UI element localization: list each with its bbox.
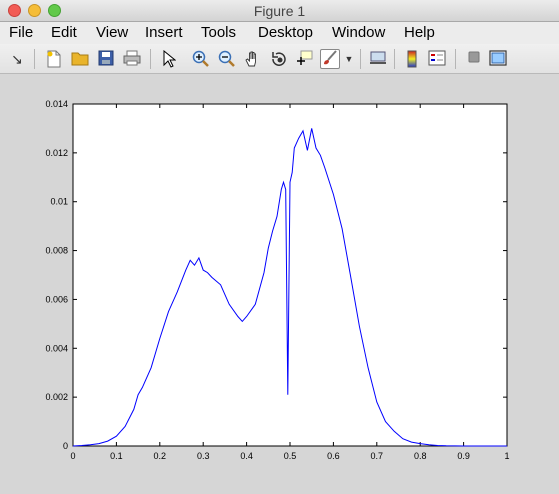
- dropdown-arrow-icon[interactable]: ▼: [344, 54, 354, 64]
- toolbar-separator: [394, 49, 395, 69]
- menu-help[interactable]: Help: [404, 24, 435, 41]
- menu-file[interactable]: File: [9, 24, 34, 41]
- figure-toolbar: ↘ ▼: [0, 44, 559, 74]
- menu-tools[interactable]: Tools: [201, 24, 237, 41]
- rotate-3d-icon[interactable]: [270, 50, 288, 68]
- x-tick-label: 0.5: [284, 451, 297, 461]
- colorbar-icon[interactable]: [403, 50, 421, 68]
- minimize-window-button[interactable]: [28, 4, 41, 17]
- brush-icon[interactable]: [320, 49, 340, 69]
- arrow-icon[interactable]: ↘: [11, 51, 23, 67]
- x-tick-label: 0.4: [240, 451, 253, 461]
- hide-plot-tools-icon[interactable]: [465, 50, 483, 68]
- series-line: [72, 128, 507, 447]
- select-pointer-icon[interactable]: [160, 49, 178, 68]
- toolbar-separator: [34, 49, 35, 69]
- toolbar-separator: [360, 49, 361, 69]
- zoom-out-icon[interactable]: [218, 50, 236, 68]
- window-title: Figure 1: [253, 3, 306, 19]
- menu-insert[interactable]: Insert: [145, 24, 183, 41]
- y-tick-label: 0.008: [45, 246, 68, 256]
- x-tick-label: 0.1: [110, 451, 123, 461]
- plot-lines: [72, 128, 507, 447]
- y-tick-label: 0.004: [45, 343, 68, 353]
- show-plot-tools-icon[interactable]: [489, 50, 507, 68]
- toolbar-separator: [150, 49, 151, 69]
- figure-canvas: 0 0.1 0.2 0.3 0.4 0.5 0.6 0.7 0.8 0.9 1 0 0.002 0.004…: [0, 74, 559, 494]
- link-plot-icon[interactable]: [369, 50, 387, 68]
- menu-view[interactable]: View: [96, 24, 129, 41]
- x-tick-label: 0.9: [457, 451, 470, 461]
- x-tick-label: 0.8: [414, 451, 427, 461]
- zoom-in-icon[interactable]: [192, 50, 210, 68]
- x-tick-label: 0.3: [197, 451, 210, 461]
- x-tick-label: 0: [70, 451, 75, 461]
- zoom-window-button[interactable]: [48, 4, 61, 17]
- x-tick-label: 0.6: [327, 451, 340, 461]
- pan-hand-icon[interactable]: [244, 50, 262, 68]
- print-icon[interactable]: [123, 50, 141, 68]
- open-file-icon[interactable]: [71, 50, 89, 68]
- menu-edit[interactable]: Edit: [51, 24, 77, 41]
- toolbar-separator: [455, 49, 456, 69]
- axis-ticks: 0 0.1 0.2 0.3 0.4 0.5 0.6 0.7 0.8 0.9 1 0 0.002 0.004…: [45, 99, 509, 461]
- close-window-button[interactable]: [8, 4, 21, 17]
- axes-box: [72, 103, 508, 447]
- window-titlebar: Figure 1: [0, 0, 559, 22]
- menu-bar: File Edit View Insert Tools Desktop Wind…: [0, 22, 559, 44]
- x-tick-label: 0.7: [371, 451, 384, 461]
- y-tick-label: 0: [63, 441, 68, 451]
- new-figure-icon[interactable]: [45, 50, 63, 68]
- save-icon[interactable]: [97, 50, 115, 68]
- x-tick-label: 1: [504, 451, 509, 461]
- legend-icon[interactable]: [428, 50, 446, 68]
- y-tick-label: 0.014: [45, 99, 68, 109]
- data-cursor-icon[interactable]: [295, 50, 313, 68]
- y-tick-label: 0.01: [50, 197, 68, 207]
- menu-desktop[interactable]: Desktop: [258, 24, 314, 41]
- x-tick-label: 0.2: [154, 451, 167, 461]
- menu-window[interactable]: Window: [332, 24, 386, 41]
- y-tick-label: 0.002: [45, 392, 68, 402]
- y-tick-label: 0.006: [45, 294, 68, 304]
- y-tick-label: 0.012: [45, 148, 68, 158]
